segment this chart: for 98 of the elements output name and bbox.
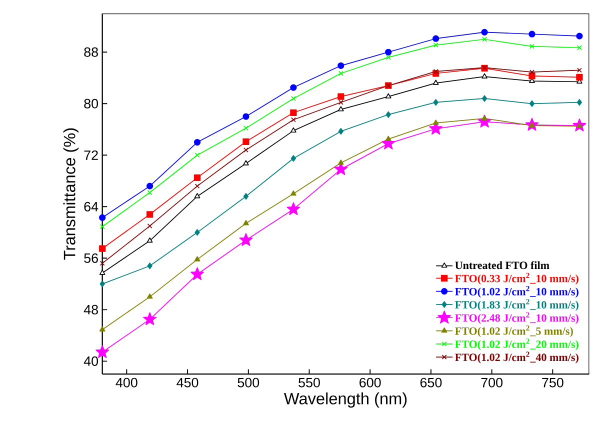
point (242, 113, 250, 120)
point (243, 126, 248, 131)
point (194, 193, 200, 198)
point (290, 117, 296, 122)
point (100, 224, 105, 230)
point (385, 93, 392, 99)
point (338, 106, 344, 112)
point (194, 174, 201, 182)
point (143, 312, 157, 326)
point (433, 69, 438, 74)
point (482, 95, 488, 102)
point (385, 136, 392, 142)
point (290, 190, 296, 196)
point (99, 245, 106, 252)
point (243, 160, 249, 166)
point (385, 48, 392, 56)
legend-label: Untreated FTO film (455, 261, 550, 270)
point (239, 233, 253, 246)
point (481, 28, 488, 36)
point (242, 138, 250, 146)
point (338, 62, 344, 70)
point (147, 262, 152, 270)
y-axis-title: Transmittance (%) (63, 128, 79, 260)
x-tick-label: 750 (542, 378, 564, 388)
x-tick-label: 700 (481, 378, 503, 388)
x-tick-label: 450 (176, 378, 198, 388)
point (243, 220, 249, 226)
point (530, 44, 534, 49)
point (290, 109, 297, 116)
point (190, 267, 204, 280)
x-tick-label: 550 (298, 378, 320, 388)
point (100, 260, 105, 266)
x-tick-label: 500 (238, 378, 260, 388)
point (338, 100, 344, 105)
point (243, 148, 248, 153)
point (433, 42, 438, 48)
point (432, 120, 439, 125)
point (432, 35, 440, 42)
point (290, 96, 296, 102)
legend-label: FTO(2.48 J/cm$^{2}$_10 mm/s) (455, 312, 578, 324)
point (482, 115, 488, 120)
y-tick-label: 80 (84, 98, 98, 108)
legend-label: FTO(1.83 J/cm$^{2}$_10 mm/s) (455, 299, 578, 311)
x-tick-label: 650 (420, 378, 442, 388)
point (576, 122, 582, 128)
point (576, 99, 582, 106)
point (529, 100, 535, 108)
point (147, 224, 152, 229)
point (100, 280, 105, 288)
point (528, 30, 536, 38)
point (147, 190, 152, 196)
point (433, 99, 438, 106)
point (386, 54, 391, 60)
y-tick-label: 88 (84, 47, 98, 57)
point (528, 72, 536, 80)
legend-label: FTO(1.02 J/cm$^{2}$_40 mm/s) (455, 352, 578, 364)
point (286, 202, 300, 216)
legend-label: FTO(1.02 J/cm$^{2}$_20 mm/s) (455, 338, 578, 350)
point (290, 155, 296, 162)
point (194, 139, 201, 146)
point (386, 111, 391, 118)
point (146, 238, 153, 243)
legend-label: FTO(1.02 J/cm$^{2}$_5 mm/s) (455, 325, 573, 338)
x-tick-label: 600 (360, 378, 381, 388)
x-tick-label: 400 (116, 378, 138, 388)
point (432, 80, 439, 85)
point (146, 182, 154, 190)
y-tick-label: 48 (84, 304, 98, 315)
point (290, 84, 297, 91)
point (194, 256, 200, 262)
point (99, 214, 106, 221)
point (243, 193, 249, 200)
point (338, 160, 344, 165)
y-tick-label: 56 (84, 253, 98, 264)
point (146, 211, 154, 218)
y-tick-label: 64 (84, 202, 98, 212)
point (530, 70, 534, 75)
point (194, 152, 200, 158)
point (146, 294, 153, 299)
point (529, 122, 535, 128)
point (194, 184, 200, 189)
point (576, 68, 582, 73)
x-axis-title: Wavelength (nm) (284, 392, 407, 408)
point (338, 70, 344, 76)
legend-label: FTO(1.02 J/cm$^{2}$_10 mm/s) (455, 286, 578, 298)
point (576, 74, 583, 81)
point (576, 45, 582, 50)
point (338, 93, 344, 100)
y-tick-label: 72 (84, 150, 98, 160)
y-tick-label: 40 (84, 356, 98, 366)
legend-label: FTO(0.33 J/cm$^{2}$_10 mm/s) (455, 272, 578, 285)
point (576, 32, 583, 40)
point (482, 36, 487, 42)
point (194, 229, 200, 236)
point (482, 73, 488, 79)
point (338, 128, 344, 135)
point (99, 326, 106, 332)
point (290, 127, 296, 133)
